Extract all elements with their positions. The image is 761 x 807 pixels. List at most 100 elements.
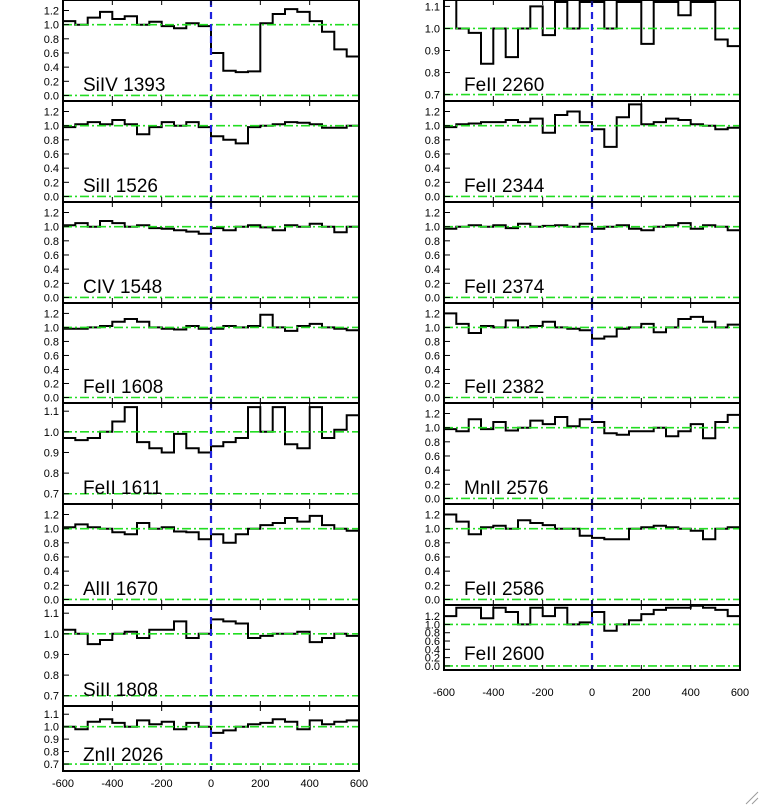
panel-feii-2260: 0.7 0.8 0.9 1.0 1.1 FeII 2260 [425,0,741,102]
y-tick-label: 1.0 [425,23,440,35]
y-tick-label: 0.9 [44,649,59,661]
y-tick-label: 0.2 [44,76,59,88]
spectrum-line [63,514,359,544]
panel-feii-1608: 0.0 0.2 0.4 0.6 0.8 1.0 1.2 FeII 1608 [44,302,360,404]
y-tick-label: 0.4 [425,644,440,656]
y-tick-label: 0.0 [425,191,440,203]
y-tick-label: 1.2 [44,207,59,219]
y-tick-label: 1.2 [425,207,440,219]
ion-label: FeII 2260 [464,75,544,96]
panel-alii-1670: 0.0 0.2 0.4 0.6 0.8 1.0 1.2 AlII 1670 [44,503,360,606]
x-tick-label-right: 0 [589,687,595,699]
y-tick-label: 1.2 [44,5,59,17]
y-tick-label: 0.2 [44,378,59,390]
y-tick-label: 1.2 [44,308,59,320]
ion-label: SiII 1808 [83,680,158,701]
panel-feii-2382: 0.0 0.2 0.4 0.6 0.8 1.0 1.2 FeII 2382 [425,302,741,404]
y-tick-label: 1.0 [44,121,59,133]
y-tick-label: 0.4 [425,566,440,578]
y-tick-label: 0.2 [44,580,59,592]
x-tick-label-left: -400 [101,778,123,790]
ion-label: FeII 1611 [83,478,162,499]
panel-feii-2344: 0.0 0.2 0.4 0.6 0.8 1.0 1.2 FeII 2344 [425,100,741,203]
panel-feii-2586: 0.0 0.2 0.4 0.6 0.8 1.0 1.2 FeII 2586 [425,503,741,606]
y-tick-label: 0.6 [425,552,440,564]
x-tick-label-left: 200 [251,778,269,790]
y-tick-label: 0.6 [44,149,59,161]
x-axes-group: -600 -400 -200 0 200 400 600 -600 -400 -200 0 200 40… [52,687,749,790]
y-tick-label: 1.0 [425,322,440,334]
y-tick-label: 0.4 [44,163,59,175]
y-tick-label: 0.0 [44,90,59,102]
y-tick-label: 1.0 [44,322,59,334]
y-tick-label: 1.0 [44,20,59,32]
panel-civ-1548: 0.0 0.2 0.4 0.6 0.8 1.0 1.2 CIV 1548 [44,201,360,304]
y-tick-label: 1.0 [425,423,440,435]
y-tick-label: 0.4 [425,465,440,477]
y-tick-label: 0.0 [425,493,440,505]
x-tick-label-right: 400 [681,687,699,699]
y-tick-label: 0.7 [425,90,440,102]
ion-label: CIV 1548 [83,277,162,298]
x-tick-label-left: -600 [52,778,74,790]
y-tick-label: 0.6 [425,636,440,648]
panel-feii-1611: 0.7 0.8 0.9 1.0 1.1 FeII 1611 [44,402,360,505]
y-tick-label: 0.6 [425,451,440,463]
y-tick-label: 1.2 [425,106,440,118]
x-tick-label-left: 600 [350,778,368,790]
y-tick-label: 1.1 [44,406,59,418]
resize-grip-icon[interactable] [745,791,759,805]
x-tick-label-right: -400 [482,687,504,699]
y-tick-label: 0.2 [44,177,59,189]
y-tick-label: 0.6 [44,250,59,262]
y-tick-label: 0.0 [44,191,59,203]
y-tick-label: 1.2 [425,611,440,623]
ion-label: SiIV 1393 [83,75,165,96]
y-tick-label: 1.2 [44,509,59,521]
y-tick-label: 1.2 [425,509,440,521]
y-tick-label: 0.8 [425,628,440,640]
panel-mnii-2576: 0.0 0.2 0.4 0.6 0.8 1.0 1.2 MnII 2576 [425,402,741,505]
y-tick-label: 0.2 [425,580,440,592]
spectrum-line [455,0,740,65]
y-tick-label: 1.1 [425,1,440,13]
ion-label: FeII 2344 [464,176,545,197]
y-tick-label: 1.2 [44,106,59,118]
y-tick-label: 0.4 [44,364,59,376]
y-tick-label: 0.0 [44,292,59,304]
ion-label: FeII 1608 [83,377,163,398]
y-tick-label: 0.2 [425,177,440,189]
y-tick-label: 0.4 [425,163,440,175]
y-tick-label: 0.2 [425,278,440,290]
y-tick-label: 0.8 [44,670,59,682]
y-tick-label: 0.6 [425,250,440,262]
x-tick-label-right: 200 [632,687,650,699]
y-tick-label: 0.8 [44,336,59,348]
y-tick-label: 0.6 [44,350,59,362]
y-tick-label: 0.9 [425,46,440,58]
spectrum-line [444,312,740,340]
y-tick-label: 0.0 [44,594,59,606]
y-tick-label: 0.8 [44,135,59,147]
ion-label: SiII 1526 [83,176,158,197]
y-tick-label: 0.8 [425,236,440,248]
y-tick-label: 0.8 [44,747,59,759]
y-tick-label: 0.4 [44,264,59,276]
y-tick-label: 0.6 [44,48,59,60]
ion-label: FeII 2374 [464,277,545,298]
y-tick-label: 0.8 [425,336,440,348]
y-tick-label: 1.2 [425,408,440,420]
panel-siii-1808: 0.7 0.8 0.9 1.0 1.1 SiII 1808 [44,604,360,707]
y-tick-label: 0.4 [44,62,59,74]
y-tick-label: 0.7 [44,691,59,703]
spectrum-line [444,513,740,541]
ion-label: AlII 1670 [83,579,158,600]
y-tick-label: 1.0 [44,524,59,536]
y-tick-label: 0.8 [44,236,59,248]
y-tick-label: 0.6 [425,350,440,362]
spectrum-line [63,718,359,734]
ion-label: FeII 2382 [464,377,544,398]
y-tick-label: 1.1 [44,709,59,721]
